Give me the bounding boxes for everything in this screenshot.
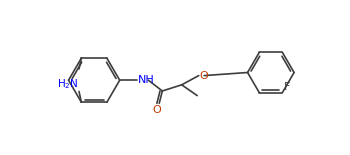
Text: NH: NH <box>138 75 154 85</box>
Text: H$_2$N: H$_2$N <box>57 77 78 91</box>
Text: F: F <box>284 82 290 92</box>
Text: O: O <box>153 105 161 115</box>
Text: O: O <box>199 71 208 81</box>
